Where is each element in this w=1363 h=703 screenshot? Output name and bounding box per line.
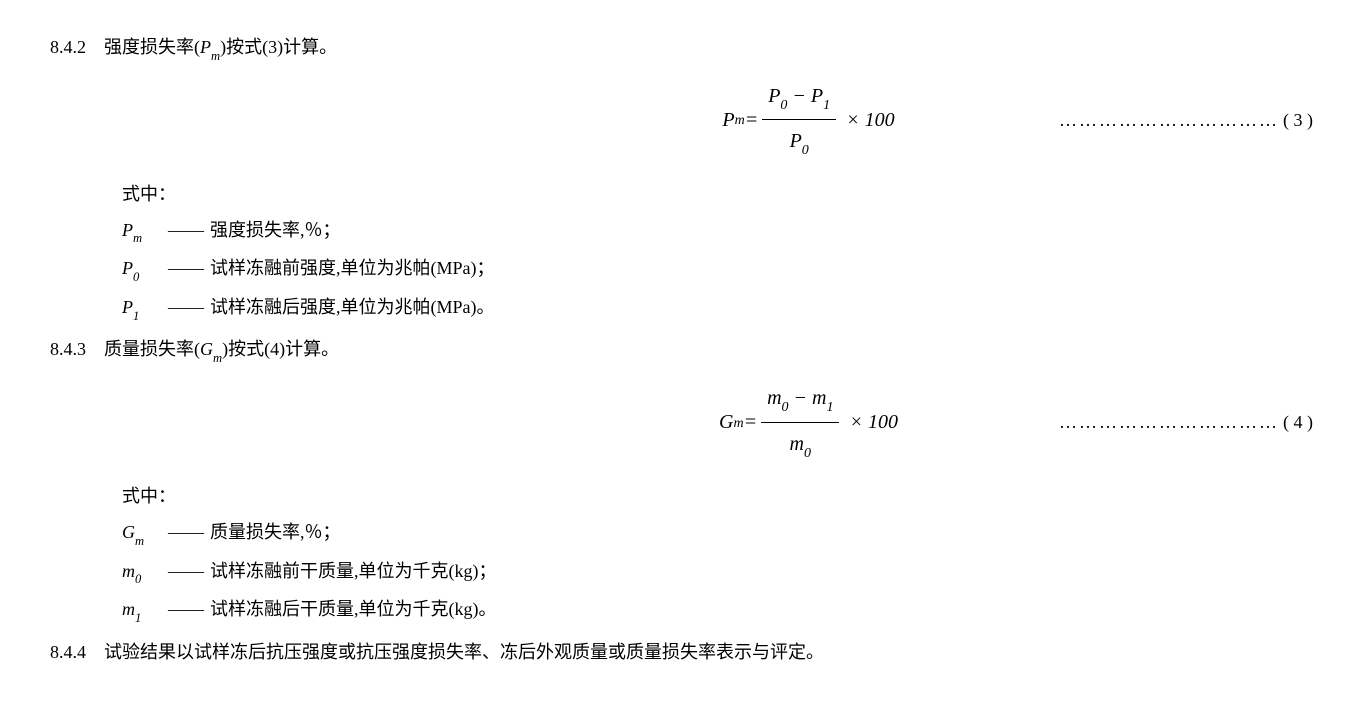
fraction: m0 − m1 m0	[761, 379, 839, 465]
numerator: P0 − P1	[762, 77, 836, 121]
lhs-sub: m	[733, 411, 743, 438]
def-symbol: P1	[122, 290, 168, 327]
section-number: 8.4.3	[50, 332, 86, 366]
num-a-sym: m	[767, 387, 781, 409]
tail: × 100	[846, 101, 895, 139]
equation-number-block: …………………………… ( 3 )	[1059, 103, 1313, 137]
section-842-heading: 8.4.2 强度损失率(Pm)按式(3)计算。	[50, 30, 1313, 67]
def-line: Gm —— 质量损失率,％；	[122, 515, 1313, 552]
fraction: P0 − P1 P0	[762, 77, 836, 163]
symbol-p: P	[200, 37, 211, 57]
equals: =	[745, 101, 759, 139]
def-dash: ——	[168, 592, 204, 626]
subscript-m: m	[213, 351, 222, 365]
numerator: m0 − m1	[761, 379, 839, 423]
def-dash: ——	[168, 515, 204, 549]
def-symbol: m0	[122, 554, 168, 591]
leader-dots: ……………………………	[1059, 103, 1279, 137]
denominator: m0	[761, 423, 839, 466]
def-line: P1 —— 试样冻融后强度,单位为兆帕(MPa)。	[122, 290, 1313, 327]
den-sym: m	[790, 433, 804, 455]
section-number: 8.4.2	[50, 30, 86, 64]
def-symbol: Gm	[122, 515, 168, 552]
num-b-sub: 1	[826, 400, 833, 415]
den-sub: 0	[804, 446, 811, 461]
section-844-heading: 8.4.4 试验结果以试样冻后抗压强度或抗压强度损失率、冻后外观质量或质量损失率…	[50, 635, 1313, 669]
where-block-842: 式中： Pm —— 强度损失率,％； P0 —— 试样冻融前强度,单位为兆帕(M…	[122, 177, 1313, 327]
text-suffix: )按式(3)计算。	[220, 37, 337, 57]
def-text: 试样冻融后强度,单位为兆帕(MPa)。	[210, 290, 1313, 324]
equals: =	[744, 403, 758, 441]
where-block-843: 式中： Gm —— 质量损失率,％； m0 —— 试样冻融前干质量,单位为千克(…	[122, 479, 1313, 629]
def-dash: ——	[168, 251, 204, 285]
symbol-g: G	[200, 339, 213, 359]
section-number: 8.4.4	[50, 635, 86, 669]
lhs-sym: P	[722, 101, 734, 139]
lhs-sub: m	[735, 108, 745, 135]
where-label: 式中：	[122, 479, 1313, 513]
text-prefix: 质量损失率(	[104, 339, 200, 359]
subscript-m: m	[211, 49, 220, 63]
minus: −	[789, 387, 813, 409]
num-a-sym: P	[768, 85, 780, 107]
formula-4: Gm = m0 − m1 m0 × 100	[719, 379, 904, 465]
num-b-sub: 1	[823, 98, 830, 113]
text-prefix: 强度损失率(	[104, 37, 200, 57]
num-a-sub: 0	[780, 98, 787, 113]
def-dash: ——	[168, 554, 204, 588]
denominator: P0	[762, 120, 836, 163]
formula-3: Pm = P0 − P1 P0 × 100	[722, 77, 900, 163]
def-line: P0 —— 试样冻融前强度,单位为兆帕(MPa)；	[122, 251, 1313, 288]
def-symbol: P0	[122, 251, 168, 288]
def-symbol: m1	[122, 592, 168, 629]
lhs-sym: G	[719, 403, 733, 441]
def-dash: ——	[168, 213, 204, 247]
def-text: 试样冻融后干质量,单位为千克(kg)。	[210, 592, 1313, 626]
equation-number: ( 3 )	[1283, 103, 1313, 137]
section-text: 质量损失率(Gm)按式(4)计算。	[104, 332, 1313, 369]
where-label: 式中：	[122, 177, 1313, 211]
section-text: 强度损失率(Pm)按式(3)计算。	[104, 30, 1313, 67]
tail: × 100	[849, 403, 898, 441]
equation-number: ( 4 )	[1283, 405, 1313, 439]
equation-number-block: …………………………… ( 4 )	[1059, 405, 1313, 439]
def-line: m0 —— 试样冻融前干质量,单位为千克(kg)；	[122, 554, 1313, 591]
minus: −	[787, 85, 811, 107]
text-suffix: )按式(4)计算。	[222, 339, 339, 359]
def-text: 试样冻融前强度,单位为兆帕(MPa)；	[210, 251, 1313, 285]
def-dash: ——	[168, 290, 204, 324]
num-a-sub: 0	[782, 400, 789, 415]
section-text: 试验结果以试样冻后抗压强度或抗压强度损失率、冻后外观质量或质量损失率表示与评定。	[104, 635, 1313, 669]
def-text: 质量损失率,％；	[210, 515, 1313, 549]
def-text: 试样冻融前干质量,单位为千克(kg)；	[210, 554, 1313, 588]
def-line: Pm —— 强度损失率,％；	[122, 213, 1313, 250]
def-symbol: Pm	[122, 213, 168, 250]
num-b-sym: P	[811, 85, 823, 107]
num-b-sym: m	[812, 387, 826, 409]
def-line: m1 —— 试样冻融后干质量,单位为千克(kg)。	[122, 592, 1313, 629]
leader-dots: ……………………………	[1059, 405, 1279, 439]
formula-4-row: Gm = m0 − m1 m0 × 100 …………………………… ( 4 )	[50, 379, 1313, 465]
den-sub: 0	[802, 143, 809, 158]
formula-3-row: Pm = P0 − P1 P0 × 100 …………………………… ( 3 )	[50, 77, 1313, 163]
def-text: 强度损失率,％；	[210, 213, 1313, 247]
section-843-heading: 8.4.3 质量损失率(Gm)按式(4)计算。	[50, 332, 1313, 369]
den-sym: P	[790, 130, 802, 152]
